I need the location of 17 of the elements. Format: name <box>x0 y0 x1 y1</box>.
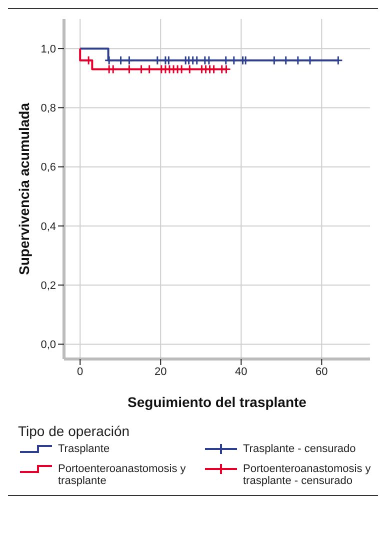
x-tick-label: 20 <box>154 366 167 378</box>
y-tick-label: 0,8 <box>40 102 56 115</box>
legend-title: Tipo de operación <box>18 423 131 439</box>
y-axis-title: Supervivencia acumulada <box>16 102 32 275</box>
legend-label: Trasplante - censurado <box>243 443 356 455</box>
legend-label: Portoenteroanastomosis y trasplante <box>58 463 187 487</box>
x-tick-label: 60 <box>316 366 328 378</box>
y-tick-label: 0,4 <box>40 220 56 233</box>
y-tick-label: 1,0 <box>40 43 56 56</box>
y-tick-label: 0,6 <box>40 162 56 174</box>
legend-label: Portoenteroanastomosis y trasplante - censurado <box>243 463 372 487</box>
y-tick-label: 0,2 <box>40 280 56 292</box>
legend-label: Trasplante <box>58 443 110 455</box>
y-tick-label: 0,0 <box>40 339 56 352</box>
x-tick-label: 0 <box>77 366 84 378</box>
x-axis-title: Seguimiento del trasplante <box>128 394 307 410</box>
x-tick-label: 40 <box>235 366 248 378</box>
